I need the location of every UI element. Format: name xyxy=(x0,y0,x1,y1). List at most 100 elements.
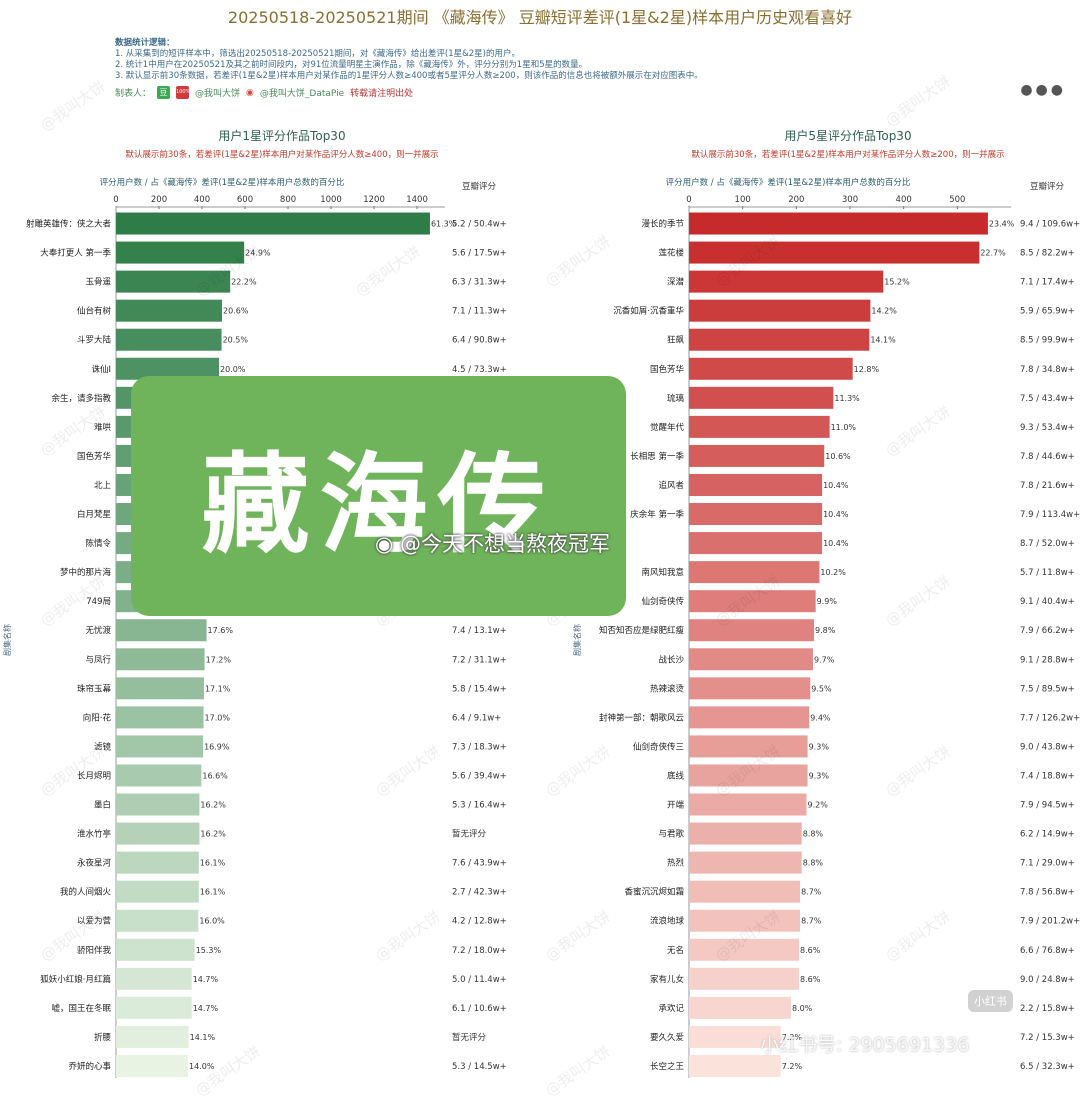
left-score-label: 7.1 / 11.3w+ xyxy=(452,307,507,317)
xhs-logo: 小红书 xyxy=(968,990,1013,1012)
right-score-label: 5.7 / 11.8w+ xyxy=(1020,568,1075,578)
right-data-label: 10.6% xyxy=(825,452,851,461)
right-x-tick-label: 500 xyxy=(949,195,965,205)
left-x-tick-label: 600 xyxy=(237,195,253,205)
right-bar xyxy=(689,677,811,700)
left-data-label: 14.0% xyxy=(189,1062,215,1071)
right-data-label: 9.7% xyxy=(814,655,835,664)
right-bar xyxy=(689,561,820,584)
repost-warning: 转载请注明出处 xyxy=(350,89,414,99)
left-category-label: 难哄 xyxy=(94,422,112,433)
left-category-label: 仙台有树 xyxy=(77,306,112,317)
right-category-label: 封神第一部：朝歌风云 xyxy=(599,712,685,723)
left-data-label: 17.2% xyxy=(206,655,232,664)
douban-icon: 豆 xyxy=(157,86,171,99)
right-score-label: 7.8 / 34.8w+ xyxy=(1020,365,1075,375)
method-notes: 数据统计逻辑： 1. 从采集到的短评样本中，筛选出20250518-202505… xyxy=(115,38,703,82)
right-data-label: 9.5% xyxy=(811,684,832,693)
left-data-label: 16.2% xyxy=(200,801,226,810)
right-score-label: 7.9 / 113.4w+ xyxy=(1020,510,1080,520)
xhs-watermark: 小红书号: 2905691336 xyxy=(760,1034,970,1056)
right-data-label: 9.8% xyxy=(815,626,836,635)
right-bar xyxy=(689,706,810,729)
right-data-label: 8.6% xyxy=(800,946,821,955)
left-data-label: 16.1% xyxy=(200,888,226,897)
right-score-label: 9.1 / 40.4w+ xyxy=(1020,597,1075,607)
right-score-label: 7.9 / 66.2w+ xyxy=(1020,626,1075,636)
left-score-label: 6.1 / 10.6w+ xyxy=(452,1004,507,1014)
left-score-label: 5.8 / 15.4w+ xyxy=(452,684,507,694)
left-data-label: 61.3% xyxy=(431,220,457,229)
right-category-label: 承欢记 xyxy=(658,1003,684,1014)
left-score-label: 5.6 / 17.5w+ xyxy=(452,249,507,259)
left-category-label: 骄阳伴我 xyxy=(77,945,112,956)
right-data-label: 9.3% xyxy=(809,771,830,780)
right-score-label: 6.2 / 14.9w+ xyxy=(1020,830,1075,840)
right-score-label: 7.4 / 18.8w+ xyxy=(1020,771,1075,781)
right-bar xyxy=(689,967,800,990)
left-bar xyxy=(116,1025,189,1048)
left-bar xyxy=(116,793,200,816)
right-x-tick-label: 300 xyxy=(842,195,858,205)
left-score-label: 暂无评分 xyxy=(452,829,487,840)
left-y-axis-label: 剧集名称 xyxy=(2,624,12,656)
left-bar xyxy=(116,938,195,961)
right-score-label: 7.8 / 44.6w+ xyxy=(1020,452,1075,462)
left-category-label: 长月烬明 xyxy=(77,770,111,781)
left-category-label: 滤镜 xyxy=(94,741,112,752)
right-data-label: 10.4% xyxy=(823,510,849,519)
right-score-label: 8.5 / 82.2w+ xyxy=(1020,249,1075,259)
more-options-icon[interactable]: ●●● xyxy=(1020,82,1066,98)
author-handle-datapie: @我叫大饼_DataPie xyxy=(259,89,345,99)
left-x-tick-label: 1000 xyxy=(320,195,342,205)
left-data-label: 16.6% xyxy=(202,771,228,780)
right-data-label: 15.2% xyxy=(884,278,910,287)
left-category-label: 向阳·花 xyxy=(83,712,112,723)
right-score-label: 9.0 / 43.8w+ xyxy=(1020,742,1075,752)
right-score-label: 9.3 / 53.4w+ xyxy=(1020,423,1075,433)
left-x-tick-label: 1400 xyxy=(406,195,428,205)
left-bar xyxy=(116,909,199,932)
left-category-label: 陈情令 xyxy=(85,538,111,549)
left-score-label: 2.7 / 42.3w+ xyxy=(452,888,507,898)
right-bar xyxy=(689,532,823,555)
right-category-label: 战长沙 xyxy=(658,654,684,665)
left-data-label: 17.6% xyxy=(208,626,234,635)
left-bar xyxy=(116,212,430,235)
right-data-label: 12.8% xyxy=(854,365,880,374)
left-category-label: 与凤行 xyxy=(85,654,111,665)
right-score-label: 8.5 / 99.9w+ xyxy=(1020,336,1075,346)
right-data-label: 9.4% xyxy=(810,713,831,722)
left-data-label: 15.3% xyxy=(196,946,222,955)
right-data-label: 8.8% xyxy=(803,859,824,868)
left-score-header: 豆瓣评分 xyxy=(462,181,497,192)
left-data-label: 14.1% xyxy=(190,1033,216,1042)
right-category-label: 底线 xyxy=(667,770,685,781)
right-score-label: 7.9 / 201.2w+ xyxy=(1020,917,1080,927)
left-score-label: 暂无评分 xyxy=(452,1032,487,1043)
left-score-label: 6.4 / 90.8w+ xyxy=(452,336,507,346)
right-data-label: 7.2% xyxy=(782,1062,803,1071)
left-bar xyxy=(116,880,199,903)
right-data-label: 9.2% xyxy=(808,801,829,810)
left-category-label: 乔妍的心事 xyxy=(68,1061,111,1072)
left-category-label: 梦中的那片海 xyxy=(60,567,112,578)
left-bar xyxy=(116,328,222,351)
right-score-label: 2.2 / 15.8w+ xyxy=(1020,1004,1075,1014)
left-score-label: 5.3 / 14.5w+ xyxy=(452,1062,507,1072)
left-category-label: 无忧渡 xyxy=(85,625,111,636)
left-bar xyxy=(116,648,205,671)
left-bar xyxy=(116,241,245,264)
right-data-label: 8.7% xyxy=(801,888,822,897)
right-bar xyxy=(689,764,808,787)
right-data-label: 8.0% xyxy=(792,1004,813,1013)
right-x-tick-label: 100 xyxy=(735,195,751,205)
right-data-label: 8.8% xyxy=(803,830,824,839)
left-score-label: 7.2 / 31.1w+ xyxy=(452,655,507,665)
right-bar xyxy=(689,648,813,671)
left-score-label: 7.3 / 18.3w+ xyxy=(452,742,507,752)
left-score-label: 7.6 / 43.9w+ xyxy=(452,859,507,869)
right-category-label: 开端 xyxy=(667,800,685,811)
left-category-label: 大奉打更人 第一季 xyxy=(40,248,111,259)
credits: 制表人： 豆 100% @我叫大饼 ◉ @我叫大饼_DataPie 转载请注明出… xyxy=(115,86,413,99)
